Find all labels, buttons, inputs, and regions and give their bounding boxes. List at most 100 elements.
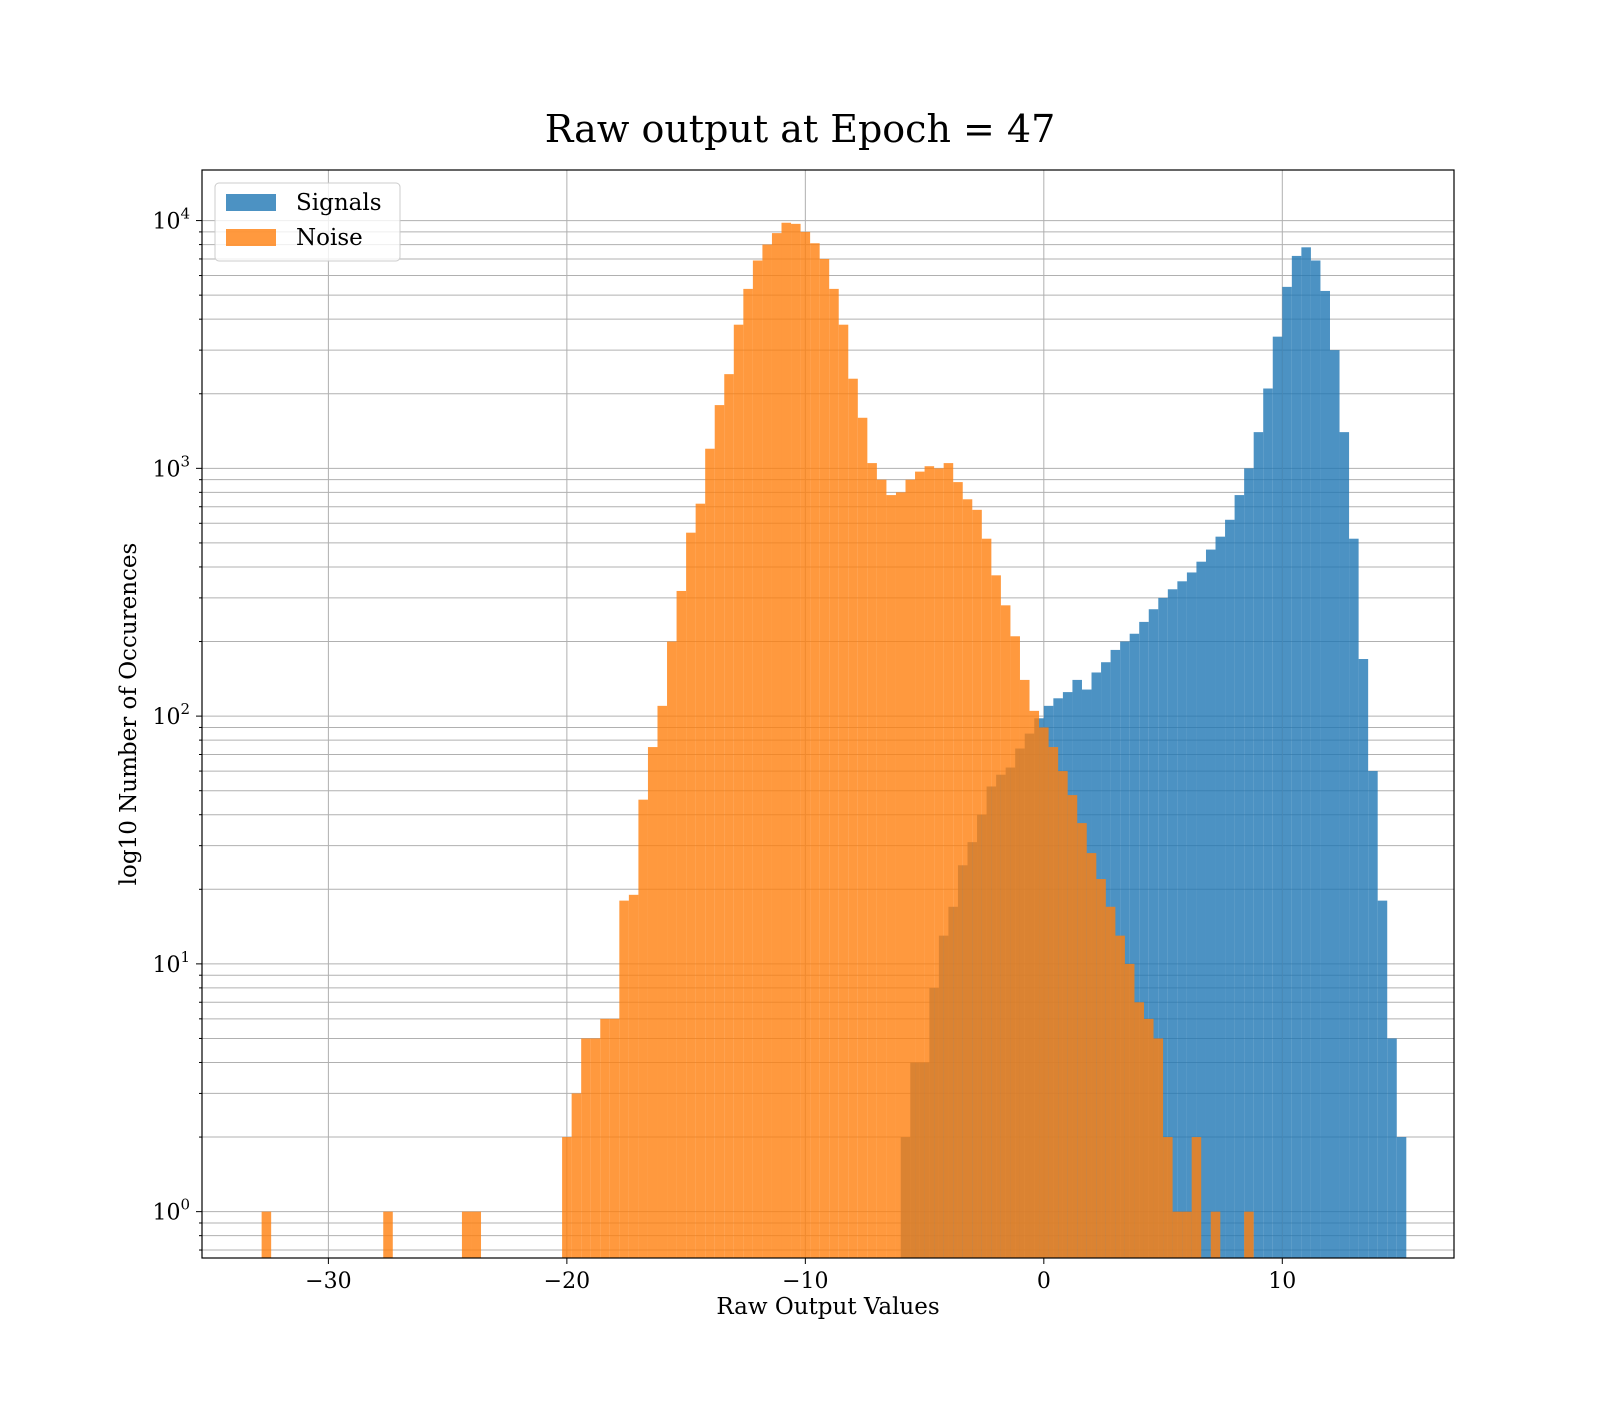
noise-bar	[562, 1137, 572, 1258]
y-tick-base: 10	[152, 953, 180, 978]
noise-bar	[628, 894, 639, 1258]
y-tick-exponent: 1	[180, 948, 190, 966]
noise-bar	[1077, 823, 1087, 1258]
y-tick-label: 101	[152, 948, 190, 978]
noise-bar	[1048, 747, 1059, 1258]
noise-bar	[705, 448, 715, 1258]
noise-bar	[819, 258, 830, 1258]
noise-bar	[771, 233, 782, 1258]
noise-bar	[1172, 1211, 1183, 1258]
y-tick-label: 100	[152, 1196, 190, 1226]
noise-bar	[724, 374, 734, 1258]
noise-bar	[895, 492, 906, 1258]
legend-swatch-signals	[226, 194, 276, 211]
signals-bar	[1396, 1137, 1407, 1258]
noise-bar	[1105, 906, 1116, 1258]
y-tick-base: 10	[152, 705, 180, 730]
noise-bar	[953, 482, 963, 1258]
signals-bar	[1129, 633, 1140, 1258]
signals-bar	[1329, 350, 1340, 1258]
noise-bar	[383, 1211, 393, 1258]
noise-bar	[619, 900, 629, 1258]
noise-bar	[962, 499, 973, 1258]
noise-bar	[1019, 679, 1030, 1258]
noise-bar	[791, 223, 801, 1258]
noise-bar	[876, 479, 887, 1258]
noise-bar	[714, 405, 725, 1258]
y-tick-exponent: 4	[180, 205, 190, 223]
noise-bar	[590, 1038, 601, 1258]
noise-bar	[1163, 1137, 1173, 1258]
y-axis-label: log10 Number of Occurences	[116, 543, 142, 886]
x-tick-label: −30	[305, 1269, 351, 1294]
noise-bar	[848, 378, 858, 1258]
signals-bar	[1186, 572, 1197, 1258]
noise-bar	[609, 1018, 620, 1258]
x-tick-label: 10	[1268, 1269, 1296, 1294]
noise-bar	[733, 324, 744, 1258]
noise-bar	[461, 1211, 472, 1258]
noise-bar	[762, 244, 772, 1258]
y-tick-exponent: 0	[180, 1196, 190, 1214]
signals-bar	[1282, 286, 1292, 1258]
signals-bar	[1234, 495, 1245, 1258]
noise-bar	[1244, 1211, 1254, 1258]
noise-bar	[867, 463, 877, 1258]
noise-bar	[638, 799, 648, 1258]
noise-bar	[1000, 605, 1011, 1258]
noise-bar	[581, 1038, 591, 1258]
signals-bar	[1225, 519, 1235, 1258]
noise-bar	[571, 1093, 582, 1258]
noise-bar	[972, 509, 982, 1258]
noise-bar	[943, 463, 954, 1258]
noise-bar	[1210, 1211, 1221, 1258]
noise-bar	[838, 324, 849, 1258]
signals-bar	[1148, 609, 1159, 1258]
signals-bar	[1158, 597, 1168, 1258]
signals-bar	[1263, 388, 1273, 1258]
chart-title: Raw output at Epoch = 47	[545, 107, 1056, 151]
noise-bar	[1010, 636, 1020, 1258]
noise-bar	[981, 538, 992, 1258]
noise-bar	[1039, 727, 1049, 1258]
signals-bar	[1167, 589, 1178, 1258]
noise-bar	[1029, 710, 1040, 1258]
signals-bar	[1387, 1038, 1397, 1258]
noise-bar	[1143, 1018, 1154, 1258]
signals-bar	[1301, 247, 1311, 1258]
noise-bar	[886, 495, 896, 1258]
legend-swatch-noise	[226, 229, 276, 246]
legend-label-signals: Signals	[296, 190, 382, 216]
noise-bar	[600, 1018, 610, 1258]
y-tick-label: 102	[152, 700, 190, 730]
noise-bar	[752, 260, 763, 1258]
noise-bar	[924, 466, 935, 1258]
signals-bar	[1139, 621, 1149, 1258]
noise-bar	[667, 641, 677, 1258]
legend-label-noise: Noise	[296, 225, 363, 251]
y-tick-exponent: 2	[180, 700, 190, 718]
signals-bar	[1177, 581, 1187, 1258]
noise-bar	[1058, 771, 1068, 1258]
y-tick-label: 104	[152, 205, 190, 235]
noise-bar	[781, 222, 792, 1258]
noise-bar	[1096, 879, 1106, 1258]
noise-bar	[1182, 1211, 1192, 1258]
noise-bar	[1134, 1002, 1144, 1258]
noise-bar	[1086, 853, 1097, 1258]
signals-bar	[1310, 260, 1321, 1258]
x-tick-label: −20	[544, 1269, 590, 1294]
noise-bar	[261, 1211, 272, 1258]
y-tick-base: 10	[152, 457, 180, 482]
noise-bar	[991, 575, 1001, 1258]
noise-bar	[743, 288, 753, 1258]
y-tick-base: 10	[152, 210, 180, 235]
noise-bar	[829, 288, 839, 1258]
signals-bar	[1358, 659, 1369, 1258]
noise-bar	[647, 747, 658, 1258]
noise-bar	[1067, 795, 1078, 1258]
signals-bar	[1253, 432, 1264, 1258]
